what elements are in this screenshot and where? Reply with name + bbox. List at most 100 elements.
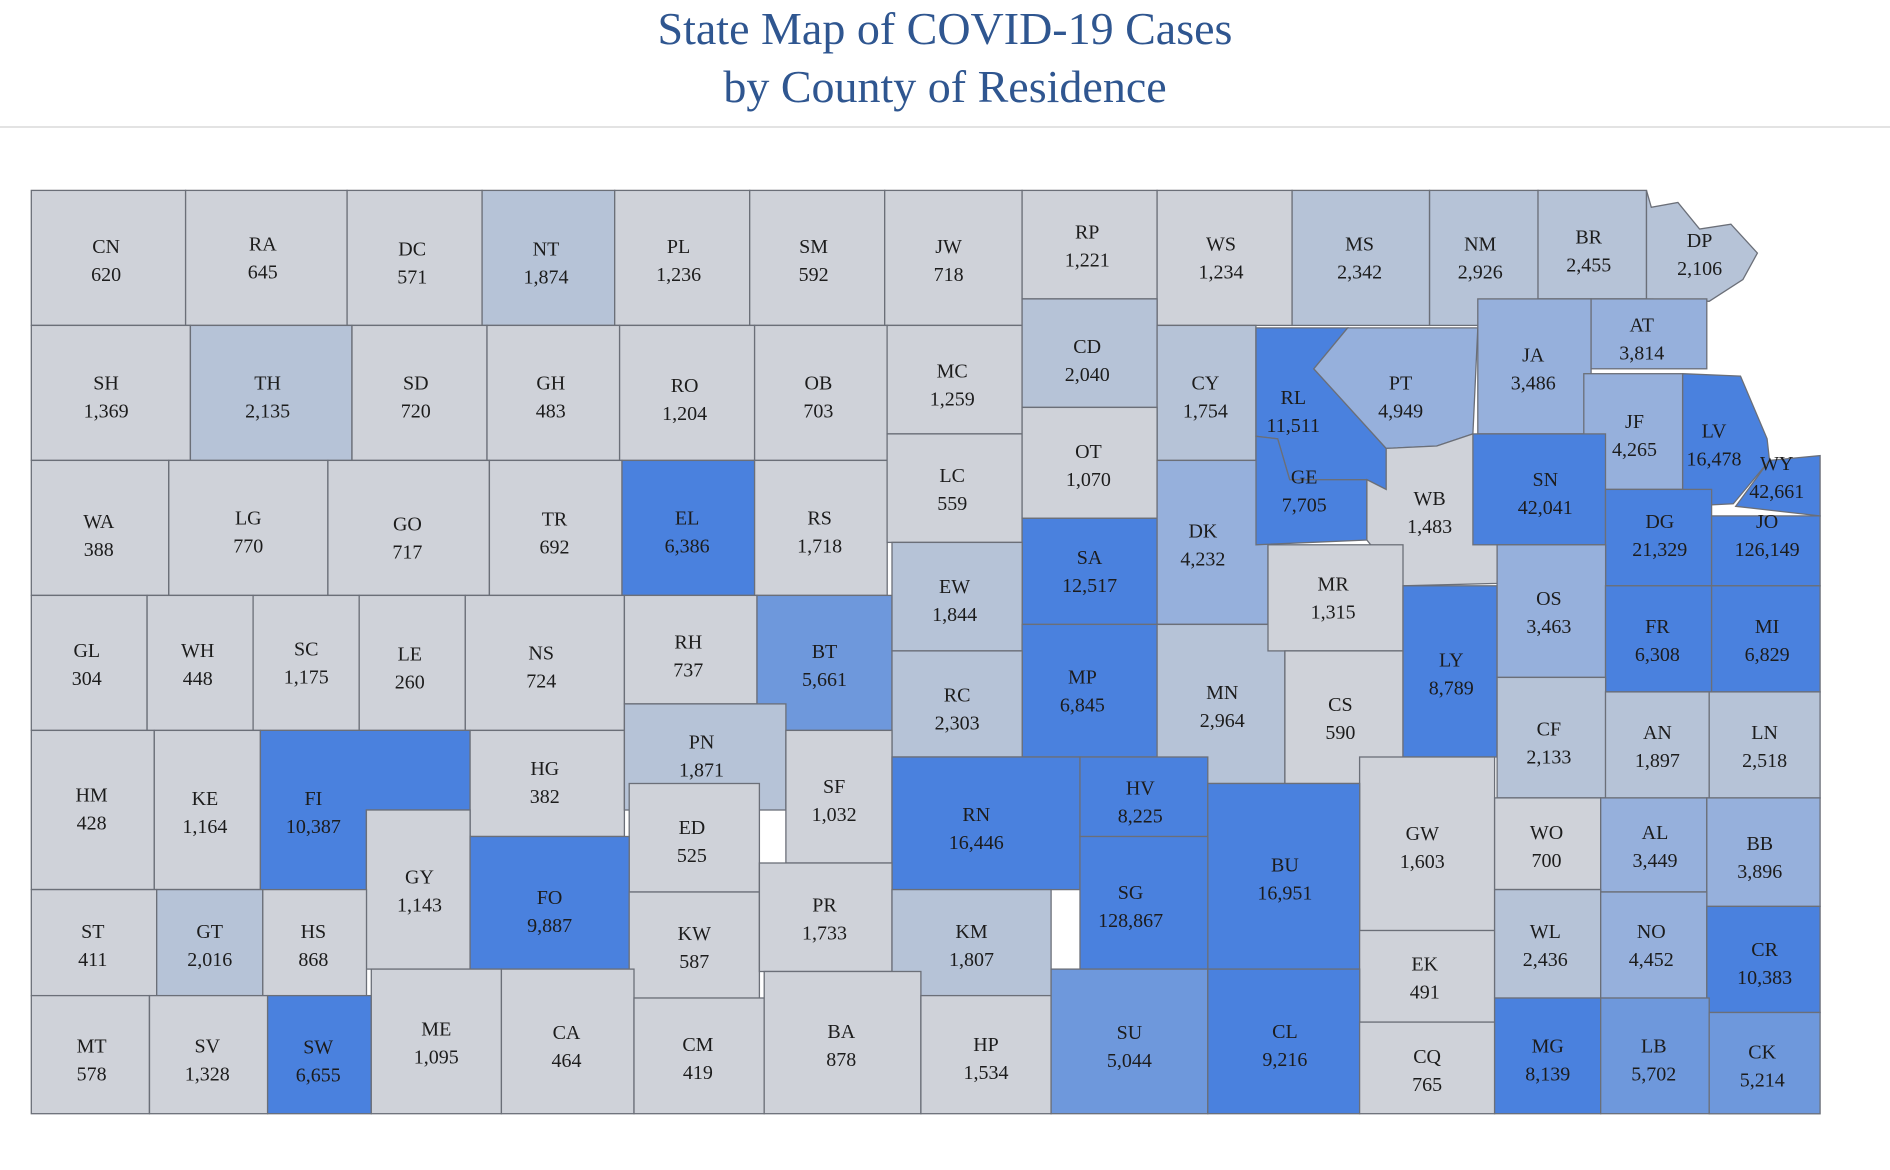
county-ns[interactable]: NS 724: [464, 594, 626, 732]
county-kw[interactable]: KW 587: [628, 891, 761, 999]
county-dg[interactable]: DG 21,329: [1604, 488, 1713, 587]
county-gh[interactable]: GH 483: [486, 324, 621, 462]
county-st[interactable]: ST 411: [30, 888, 158, 997]
county-bu[interactable]: BU 16,951: [1207, 782, 1361, 970]
county-pl[interactable]: PL 1,236: [614, 189, 751, 327]
county-mr[interactable]: MR 1,315: [1267, 544, 1404, 652]
county-dp[interactable]: DP 2,106: [1645, 190, 1759, 302]
county-lg[interactable]: LG 770: [168, 459, 329, 597]
county-fo[interactable]: FO 9,887: [469, 835, 630, 970]
county-an[interactable]: AN 1,897: [1604, 691, 1710, 799]
county-cm[interactable]: CM 419: [633, 997, 765, 1115]
county-tr[interactable]: TR 692: [488, 459, 623, 597]
county-cq[interactable]: CQ 765: [1358, 1021, 1496, 1115]
county-cy[interactable]: CY 1,754: [1156, 324, 1257, 462]
county-ms[interactable]: MS 2,342: [1291, 189, 1431, 327]
county-bb[interactable]: BB 3,896: [1706, 797, 1821, 908]
county-ca[interactable]: CA 464: [500, 968, 635, 1115]
county-fr[interactable]: FR 6,308: [1604, 585, 1713, 693]
county-gy[interactable]: GY 1,143: [365, 809, 471, 970]
county-dk[interactable]: DK 4,232: [1156, 459, 1269, 625]
county-al[interactable]: AL 3,449: [1600, 797, 1708, 893]
county-mc[interactable]: MC 1,259: [886, 324, 1023, 435]
county-mp[interactable]: MP 6,845: [1021, 623, 1158, 758]
county-hs[interactable]: HS 868: [262, 888, 368, 997]
county-gw[interactable]: GW 1,603: [1358, 756, 1496, 932]
county-hm[interactable]: HM 428: [30, 729, 155, 891]
county-rh[interactable]: RH 737: [623, 594, 758, 705]
county-ba[interactable]: BA 878: [763, 970, 922, 1115]
county-code-label: MN: [1206, 682, 1238, 704]
county-ew[interactable]: EW 1,844: [891, 541, 1023, 652]
county-mi[interactable]: MI 6,829: [1710, 585, 1821, 693]
county-rp[interactable]: RP 1,221: [1021, 189, 1158, 300]
county-ck[interactable]: CK 5,214: [1708, 1011, 1821, 1115]
county-wo[interactable]: WO 700: [1493, 797, 1602, 891]
county-sh[interactable]: SH 1,369: [30, 324, 192, 462]
county-rn[interactable]: RN 16,446: [891, 756, 1081, 891]
county-ob[interactable]: OB 703: [753, 324, 888, 462]
county-rc[interactable]: RC 2,303: [891, 650, 1023, 758]
county-go[interactable]: GO 717: [327, 459, 491, 597]
county-sc[interactable]: SC 1,175: [252, 594, 360, 732]
county-sn[interactable]: SN 42,041: [1472, 433, 1607, 546]
county-su[interactable]: SU 5,044: [1050, 968, 1209, 1115]
county-cr[interactable]: CR 10,383: [1706, 905, 1821, 1014]
county-jo[interactable]: JO 126,149: [1710, 511, 1821, 587]
county-br[interactable]: BR 2,455: [1537, 189, 1648, 300]
county-me[interactable]: ME 1,095: [370, 968, 503, 1115]
county-no[interactable]: NO 4,452: [1600, 891, 1708, 999]
county-sm[interactable]: SM 592: [749, 189, 886, 327]
county-nt[interactable]: NT 1,874: [481, 189, 616, 327]
county-code-label: OT: [1075, 441, 1102, 463]
county-sd[interactable]: SD 720: [351, 324, 488, 462]
county-sv[interactable]: SV 1,328: [148, 994, 269, 1115]
county-rs[interactable]: RS 1,718: [753, 459, 888, 597]
county-cl[interactable]: CL 9,216: [1207, 968, 1361, 1115]
county-wa[interactable]: WA 388: [30, 459, 170, 597]
county-hg[interactable]: HG 382: [469, 729, 626, 838]
county-at[interactable]: AT 3,814: [1590, 298, 1708, 370]
county-code-label: TH: [254, 372, 281, 394]
county-cn[interactable]: CN 620: [30, 189, 187, 327]
county-mg[interactable]: MG 8,139: [1493, 997, 1602, 1115]
county-ra[interactable]: RA 645: [184, 189, 348, 327]
county-el[interactable]: EL 6,386: [621, 459, 756, 597]
county-wh[interactable]: WH 448: [146, 594, 254, 732]
county-ed[interactable]: ED 525: [628, 782, 761, 893]
county-gt[interactable]: GT 2,016: [156, 888, 264, 997]
county-ja[interactable]: JA 3,486: [1477, 298, 1592, 435]
county-ot[interactable]: OT 1,070: [1021, 406, 1158, 519]
county-gl[interactable]: GL 304: [30, 594, 148, 732]
county-cases-label: 571: [397, 267, 427, 289]
county-ke[interactable]: KE 1,164: [153, 729, 262, 891]
county-ly[interactable]: LY 8,789: [1402, 585, 1498, 758]
county-wy[interactable]: WY 42,661: [1734, 453, 1821, 517]
county-lb[interactable]: LB 5,702: [1600, 997, 1710, 1115]
county-os[interactable]: OS 3,463: [1496, 544, 1607, 679]
county-ek[interactable]: EK 491: [1358, 929, 1496, 1023]
county-th[interactable]: TH 2,135: [189, 324, 353, 462]
county-cd[interactable]: CD 2,040: [1021, 298, 1158, 409]
county-sw[interactable]: SW 6,655: [266, 994, 372, 1115]
county-sa[interactable]: SA 12,517: [1021, 517, 1158, 626]
county-code-label: CR: [1751, 939, 1778, 961]
county-dc[interactable]: DC 571: [346, 189, 483, 327]
county-ws[interactable]: WS 1,234: [1156, 189, 1293, 327]
county-bt[interactable]: BT 5,661: [756, 594, 893, 732]
county-hv[interactable]: HV 8,225: [1079, 756, 1209, 838]
county-ln[interactable]: LN 2,518: [1708, 691, 1821, 799]
county-le[interactable]: LE 260: [358, 594, 466, 732]
county-nm[interactable]: NM 2,926: [1428, 189, 1539, 327]
county-cf[interactable]: CF 2,133: [1496, 676, 1607, 799]
county-wl[interactable]: WL 2,436: [1493, 888, 1602, 999]
county-lc[interactable]: LC 559: [886, 433, 1023, 544]
county-jw[interactable]: JW 718: [884, 189, 1023, 327]
county-cases-label: 559: [937, 493, 967, 515]
county-mt[interactable]: MT 578: [30, 994, 151, 1115]
county-sf[interactable]: SF 1,032: [785, 729, 893, 864]
county-pr[interactable]: PR 1,733: [758, 862, 893, 973]
county-ro[interactable]: RO 1,204: [618, 324, 756, 462]
county-sg[interactable]: SG 128,867: [1079, 835, 1209, 970]
county-hp[interactable]: HP 1,534: [920, 994, 1052, 1115]
